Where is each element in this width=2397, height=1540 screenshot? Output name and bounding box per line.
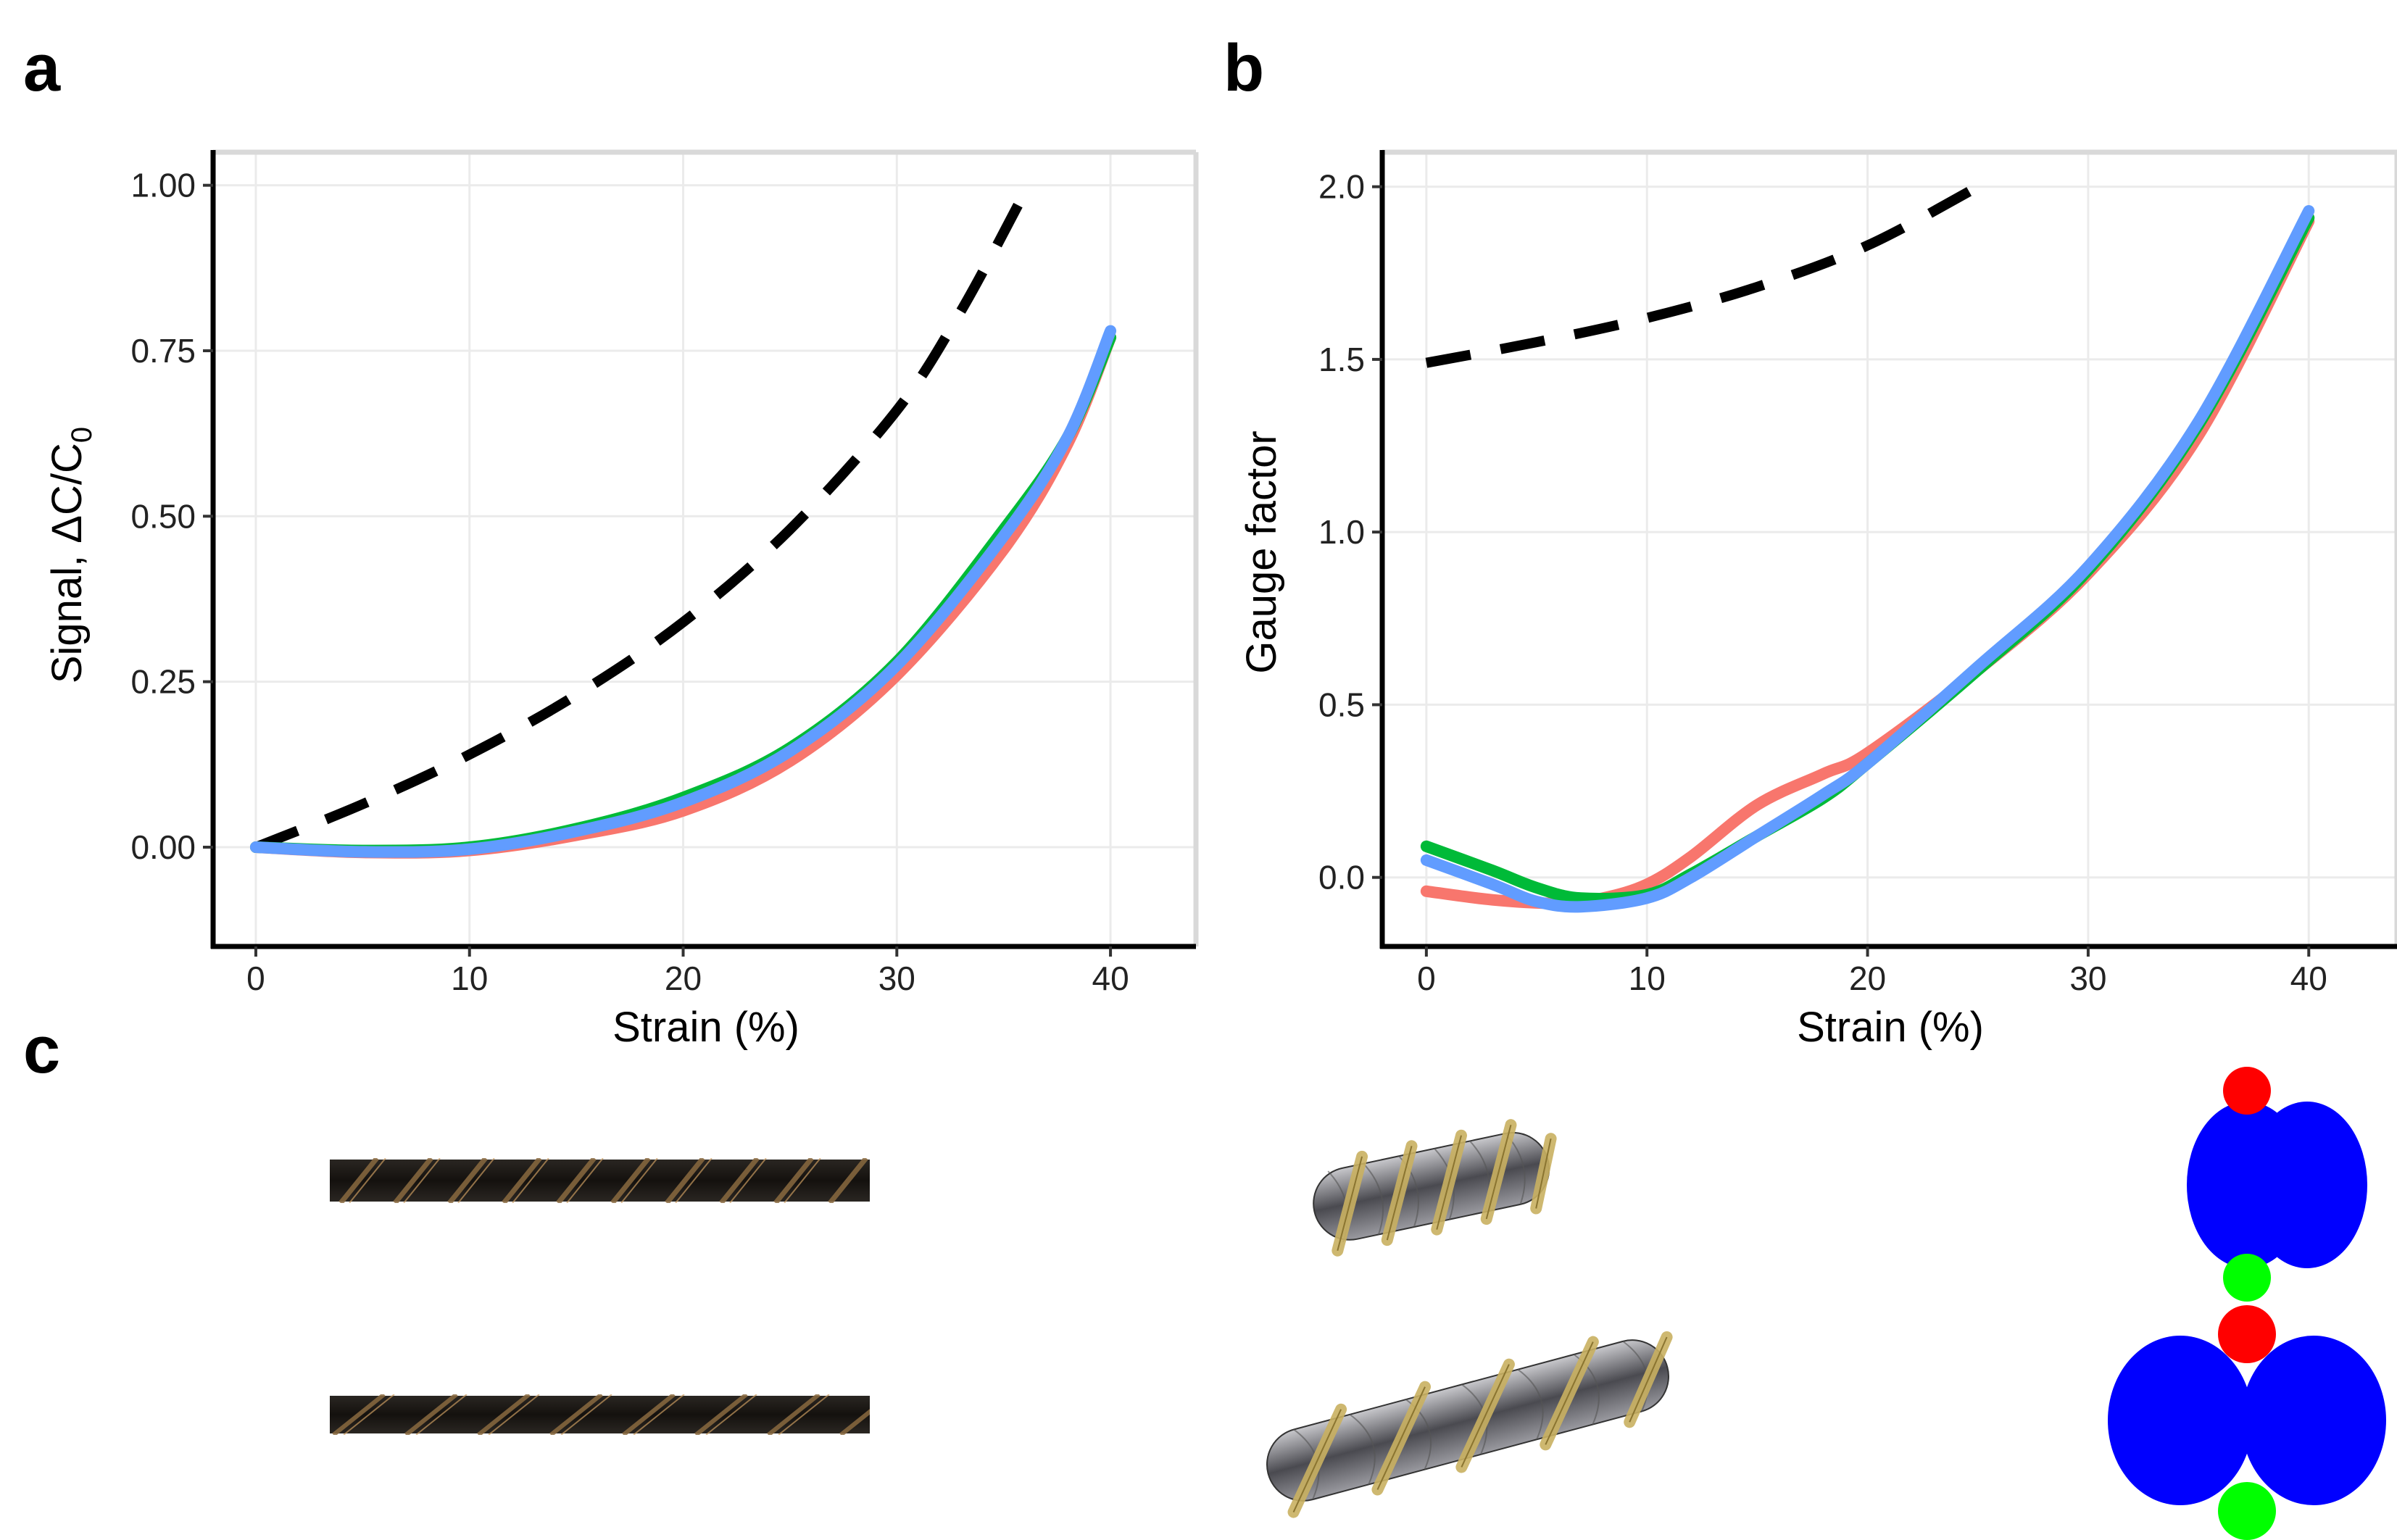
- chart-b-plot-area: [1382, 152, 2397, 946]
- cross-section-relaxed: [2187, 1067, 2367, 1302]
- chart-b-x-tick-label-2: 20: [1849, 960, 1886, 997]
- chart-a-y-tick-label-2: 0.50: [130, 497, 196, 535]
- chart-b-x-tick-label-4: 40: [2290, 960, 2327, 997]
- chart-a-x-tick-label-4: 40: [1092, 960, 1129, 997]
- chart-a-x-tick-label-3: 30: [878, 960, 915, 997]
- chart-a-series: [249, 189, 1117, 859]
- helix-model-relaxed: [1313, 1119, 1557, 1257]
- photo-fiber-stretched: [330, 1394, 870, 1435]
- chart-a-frame: [210, 149, 1199, 949]
- panel-label-c: c: [23, 1013, 60, 1087]
- chart-b-frame: [1379, 149, 2397, 949]
- helix-model-stretched: [1266, 1331, 1673, 1518]
- chart-b-grid: [1382, 152, 2397, 946]
- chart-b-y-tick-label-4: 2.0: [1318, 168, 1365, 206]
- chart-b: 0 10 20 30 40 0.0 0.5 1.0 1.5 2.0 Strain (%) Gaug…: [1238, 149, 2397, 1051]
- chart-a-ylabel-main: Signal, ΔC/C: [43, 443, 91, 683]
- chart-b-x-tick-label-0: 0: [1417, 960, 1436, 997]
- photo-fiber-relaxed: [330, 1158, 870, 1203]
- cross-section-stretched: [2108, 1305, 2386, 1540]
- chart-b-xlabel: Strain (%): [1797, 1004, 1984, 1051]
- panel-label-a: a: [23, 31, 61, 105]
- chart-a-plot-area: [213, 152, 1196, 946]
- chart-a: 0 10 20 30 40 0.00 0.25 0.50 0.75 1.00 Strain (%)…: [43, 149, 1199, 1051]
- chart-a-x-tick-label-1: 10: [451, 960, 488, 997]
- chart-b-y-tick-label-2: 1.0: [1318, 513, 1365, 551]
- chart-a-grid: [213, 152, 1196, 946]
- chart-b-x-tick-label-1: 10: [1629, 960, 1666, 997]
- chart-a-series-0-model: [254, 189, 1030, 852]
- chart-b-y-tick-label-1: 0.5: [1318, 686, 1365, 723]
- panel-label-b: b: [1224, 31, 1264, 105]
- chart-a-ticks: 0 10 20 30 40 0.00 0.25 0.50 0.75 1.00: [130, 167, 1129, 997]
- chart-a-series-3: [249, 325, 1117, 858]
- chart-b-y-tick-label-0: 0.0: [1318, 859, 1365, 896]
- chart-b-series-0-model: [1425, 182, 1981, 368]
- chart-b-series-3: [1420, 205, 2315, 913]
- chart-a-y-tick-label-4: 1.00: [130, 167, 196, 204]
- chart-a-x-tick-label-2: 20: [665, 960, 702, 997]
- chart-a-ylabel: Signal, ΔC/C0: [43, 427, 98, 683]
- chart-b-x-tick-label-3: 30: [2069, 960, 2106, 997]
- chart-a-x-tick-label-0: 0: [246, 960, 265, 997]
- chart-a-xlabel: Strain (%): [612, 1004, 799, 1051]
- chart-b-series: [1420, 182, 2315, 913]
- chart-a-ylabel-sub: 0: [66, 427, 98, 443]
- chart-a-y-tick-label-0: 0.00: [130, 828, 196, 866]
- chart-b-ylabel: Gauge factor: [1238, 430, 1285, 673]
- chart-a-y-tick-label-1: 0.25: [130, 663, 196, 701]
- chart-b-ticks: 0 10 20 30 40 0.0 0.5 1.0 1.5 2.0: [1318, 168, 2327, 997]
- chart-b-y-tick-label-3: 1.5: [1318, 341, 1365, 378]
- chart-a-y-tick-label-3: 0.75: [130, 332, 196, 370]
